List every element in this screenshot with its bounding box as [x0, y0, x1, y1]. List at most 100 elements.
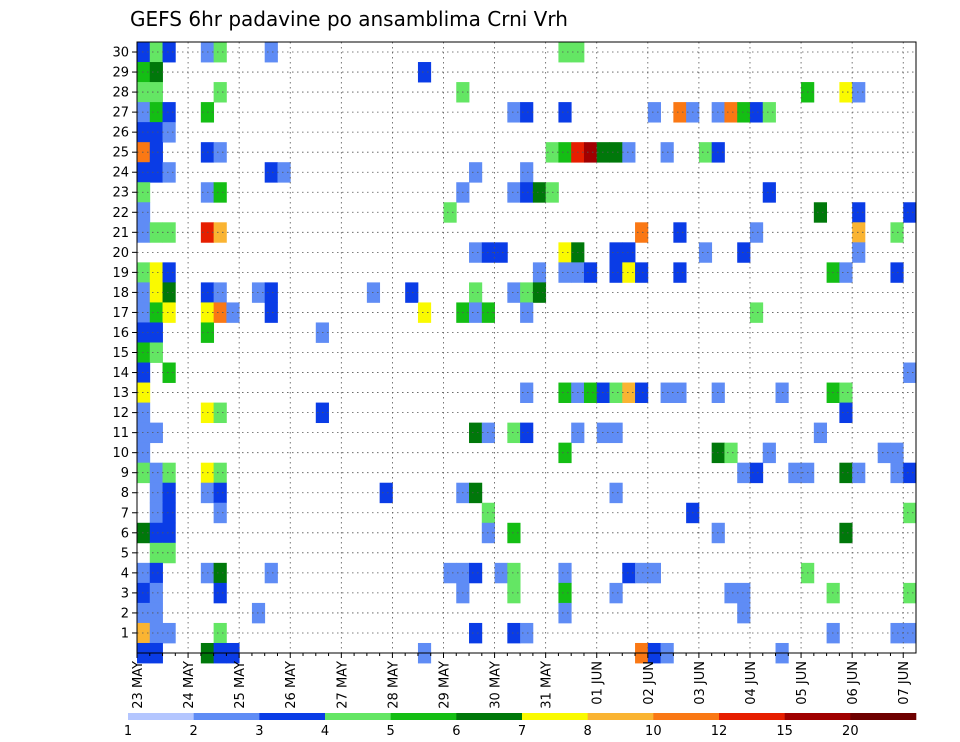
heatmap-cell — [507, 582, 521, 604]
heatmap-cell — [532, 182, 547, 203]
heatmap-cell — [213, 282, 227, 303]
heatmap-cell — [469, 302, 483, 323]
heatmap-cell — [698, 242, 713, 263]
heatmap-cell — [137, 382, 151, 403]
heatmap-cell — [622, 382, 636, 403]
heatmap-cell — [877, 442, 891, 464]
heatmap-cell — [647, 102, 661, 123]
heatmap-cell — [558, 42, 572, 63]
heatmap-cell — [213, 482, 227, 504]
heatmap-cell — [149, 162, 163, 183]
heatmap-cell — [162, 42, 176, 63]
heatmap-cell — [149, 622, 163, 644]
y-tick-label: 28 — [112, 86, 129, 101]
heatmap-cell — [137, 342, 151, 363]
heatmap-cell — [583, 382, 598, 403]
heatmap-cell — [558, 442, 572, 464]
heatmap-cell — [507, 182, 521, 203]
heatmap-cell — [137, 422, 151, 444]
heatmap-cell — [558, 382, 572, 403]
heatmap-cell — [264, 282, 278, 303]
heatmap-cell — [583, 262, 598, 283]
heatmap-cell — [839, 262, 853, 283]
y-tick-label: 1 — [121, 626, 129, 641]
heatmap-cell — [162, 462, 176, 484]
colorbar-swatch — [522, 713, 588, 720]
heatmap-cell — [507, 102, 521, 123]
y-tick-label: 9 — [121, 466, 129, 481]
heatmap-cell — [673, 382, 687, 403]
heatmap-cell — [698, 142, 713, 163]
heatmap-cell — [379, 482, 393, 504]
heatmap-cell — [532, 282, 547, 303]
y-tick-label: 11 — [112, 426, 129, 441]
heatmap-cell — [137, 402, 151, 424]
heatmap-cell — [558, 242, 572, 263]
heatmap-cell — [788, 462, 802, 484]
y-tick-label: 2 — [121, 606, 129, 621]
colorbar-label: 6 — [452, 724, 460, 739]
heatmap-cell — [558, 582, 572, 604]
heatmap-cell — [277, 162, 291, 183]
heatmap-cell — [507, 562, 521, 584]
colorbar-label: 15 — [776, 724, 793, 739]
heatmap-cell — [162, 122, 176, 143]
heatmap-cell — [213, 222, 227, 243]
heatmap-cell — [251, 602, 266, 624]
heatmap-cell — [443, 562, 457, 584]
heatmap-cell — [737, 102, 751, 123]
y-tick-label: 26 — [112, 126, 129, 141]
heatmap-cell — [903, 622, 917, 644]
heatmap-cell — [137, 222, 151, 243]
heatmap-cell — [813, 202, 828, 223]
colorbar-label: 7 — [518, 724, 526, 739]
y-tick-label: 12 — [112, 406, 129, 421]
heatmap-cell — [417, 62, 432, 83]
y-tick-label: 22 — [112, 206, 129, 221]
colorbar: 1 2 3 4 5 6 7 8 10 12 15 20 — [124, 713, 917, 739]
heatmap-cell — [903, 462, 917, 484]
heatmap-cell — [469, 622, 483, 644]
heatmap-cell — [737, 582, 751, 604]
heatmap-cell — [903, 582, 917, 604]
heatmap-cell — [213, 42, 227, 63]
heatmap-cell — [137, 102, 151, 123]
heatmap-cell — [749, 462, 764, 484]
heatmap-cell — [737, 242, 751, 263]
heatmap-cell — [558, 142, 572, 163]
heatmap-cell — [520, 302, 534, 323]
x-tick-label: 03 JUN — [693, 661, 708, 705]
heatmap-cell — [149, 602, 163, 624]
colorbar-swatch — [456, 713, 523, 720]
heatmap-cell — [162, 622, 176, 644]
heatmap-cell — [213, 82, 227, 103]
y-tick-label: 6 — [121, 526, 129, 541]
heatmap-cells — [137, 42, 917, 664]
heatmap-cell — [137, 122, 151, 143]
heatmap-cell — [852, 242, 866, 263]
y-tick-label: 17 — [112, 306, 129, 321]
heatmap-cell — [635, 262, 649, 283]
heatmap-cell — [137, 182, 151, 203]
heatmap-cell — [149, 102, 163, 123]
heatmap-cell — [507, 282, 521, 303]
heatmap-cell — [149, 582, 163, 604]
heatmap-cell — [647, 562, 661, 584]
heatmap-cell — [162, 282, 176, 303]
y-tick-label: 18 — [112, 286, 129, 301]
heatmap-cell — [443, 202, 457, 223]
heatmap-cell — [609, 482, 623, 504]
heatmap-cell — [520, 622, 534, 644]
colorbar-label: 10 — [645, 724, 662, 739]
x-tick-label: 23 MAY — [131, 661, 146, 709]
heatmap-cell — [724, 442, 738, 464]
heatmap-cell — [137, 202, 151, 223]
heatmap-cell — [762, 102, 776, 123]
heatmap-cell — [213, 302, 227, 323]
heatmap-cell — [558, 602, 572, 624]
heatmap-cell — [839, 522, 853, 544]
heatmap-cell — [162, 502, 176, 524]
y-tick-label: 5 — [121, 546, 129, 561]
heatmap-cell — [673, 222, 687, 243]
